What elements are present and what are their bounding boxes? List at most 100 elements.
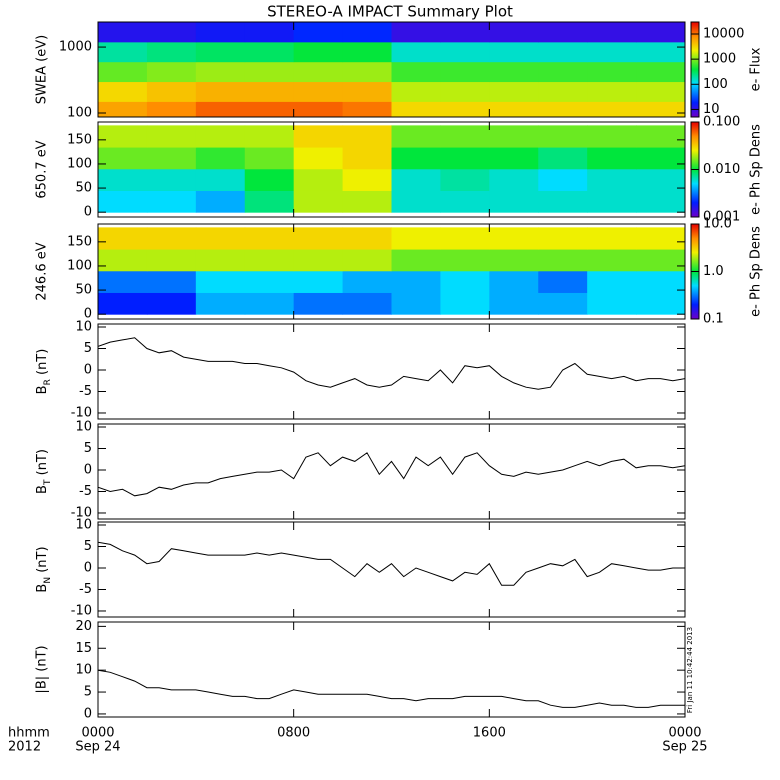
heatmap-cell [195, 61, 246, 83]
heatmap-cell [636, 292, 685, 315]
y-tick-label: -5 [79, 484, 92, 499]
heatmap-cell [244, 168, 295, 191]
heatmap-cell [440, 147, 490, 170]
colorbar-tick-label: 100 [703, 77, 728, 92]
colorbar-tick-label: 10.0 [703, 217, 732, 232]
heatmap-cell [244, 22, 295, 43]
heatmap-cell [538, 81, 588, 102]
heatmap-cell [98, 101, 148, 117]
colorbar-tick-label: 10000 [703, 26, 744, 41]
heatmap-cell [342, 249, 392, 272]
heatmap-cell [391, 41, 441, 63]
heatmap-cell [342, 61, 392, 83]
heatmap-cell [587, 81, 637, 102]
y-label-sub: N [43, 577, 53, 584]
colorbar-tick-label: 1000 [703, 52, 736, 67]
heatmap-cell [440, 41, 490, 63]
heatmap-cell [538, 270, 588, 293]
y-tick-label: 0 [84, 205, 92, 220]
heatmap-cell [391, 147, 441, 170]
panel-frame [97, 121, 686, 218]
data-line [98, 452, 685, 497]
heatmap-cell [342, 147, 392, 170]
y-label-main: B [35, 385, 50, 394]
heatmap-cell [636, 22, 685, 43]
heatmap-cell [440, 101, 490, 117]
heatmap-cell [98, 190, 148, 213]
heatmap-cell [538, 22, 588, 43]
heatmap-cell [146, 125, 197, 148]
y-tick-label: 5 [84, 441, 92, 456]
heatmap-cell [636, 125, 685, 148]
heatmap-cell [587, 227, 637, 250]
heatmap-cell [391, 125, 441, 148]
heatmap-cell [489, 147, 539, 170]
y-tick-label: 1000 [59, 40, 92, 55]
heatmap-cell [195, 125, 246, 148]
y-axis-label: BR (nT) [35, 349, 53, 395]
heatmap-cell [146, 81, 197, 102]
heatmap-cell [195, 101, 246, 117]
colorbar-tick-label: 1.0 [703, 264, 724, 279]
heatmap-cell [293, 147, 344, 170]
heatmap-cell [146, 147, 197, 170]
heatmap-cell [489, 101, 539, 117]
heatmap-cell [244, 292, 295, 315]
heatmap-cell [587, 292, 637, 315]
heatmap-cell [293, 270, 344, 293]
y-tick-label: 10 [75, 663, 92, 678]
heatmap-cell [440, 22, 490, 43]
y-tick-label: 10 [75, 518, 92, 533]
heatmap-cell [489, 249, 539, 272]
heatmap-cell [636, 101, 685, 117]
heatmap-cell [244, 270, 295, 293]
heatmap-cell [244, 61, 295, 83]
heatmap-cell [440, 61, 490, 83]
heatmap-cell [342, 22, 392, 43]
panel [98, 541, 685, 586]
heatmap-cell [98, 61, 148, 83]
heatmap-cell [98, 270, 148, 293]
heatmap-cell [342, 81, 392, 102]
heatmap-cell [391, 81, 441, 102]
y-tick-label: 0 [84, 462, 92, 477]
timestamp: Fri Jan 11 10:42:44 2013 [686, 627, 694, 713]
y-tick-label: 20 [75, 619, 92, 634]
y-tick-label: 0 [84, 560, 92, 575]
heatmap-cell [293, 41, 344, 63]
y-tick-label: 100 [67, 258, 92, 273]
heatmap-cell [636, 81, 685, 102]
y-tick-label: 50 [75, 283, 92, 298]
x-tick-label: 0000 [81, 726, 114, 741]
heatmap-cell [293, 81, 344, 102]
colorbar-tick-label: 0.1 [703, 312, 724, 327]
y-tick-label: 100 [67, 106, 92, 121]
y-tick-label: 5 [84, 539, 92, 554]
heatmap-cell [293, 101, 344, 117]
heatmap-cell [195, 147, 246, 170]
heatmap-cell [587, 125, 637, 148]
y-label-unit: (nT) [35, 349, 50, 379]
heatmap-cell [538, 41, 588, 63]
heatmap-cell [342, 168, 392, 191]
panel-frame [97, 323, 686, 420]
heatmap-cell [98, 125, 148, 148]
heatmap-cell [440, 125, 490, 148]
y-tick-label: 150 [67, 234, 92, 249]
x-tick-label: 0000 [668, 726, 701, 741]
data-line [98, 669, 685, 708]
y-tick-label: 0 [84, 307, 92, 322]
heatmap-cell [636, 249, 685, 272]
y-label-sub: R [43, 379, 53, 385]
heatmap-cell [195, 190, 246, 213]
heatmap-cell [293, 227, 344, 250]
heatmap-cell [244, 41, 295, 63]
heatmap-cell [342, 190, 392, 213]
heatmap-cell [489, 168, 539, 191]
y-tick-label: 15 [75, 641, 92, 656]
y-tick-label: 100 [67, 156, 92, 171]
heatmap-cell [538, 292, 588, 315]
heatmap-cell [391, 190, 441, 213]
heatmap-cell [587, 168, 637, 191]
